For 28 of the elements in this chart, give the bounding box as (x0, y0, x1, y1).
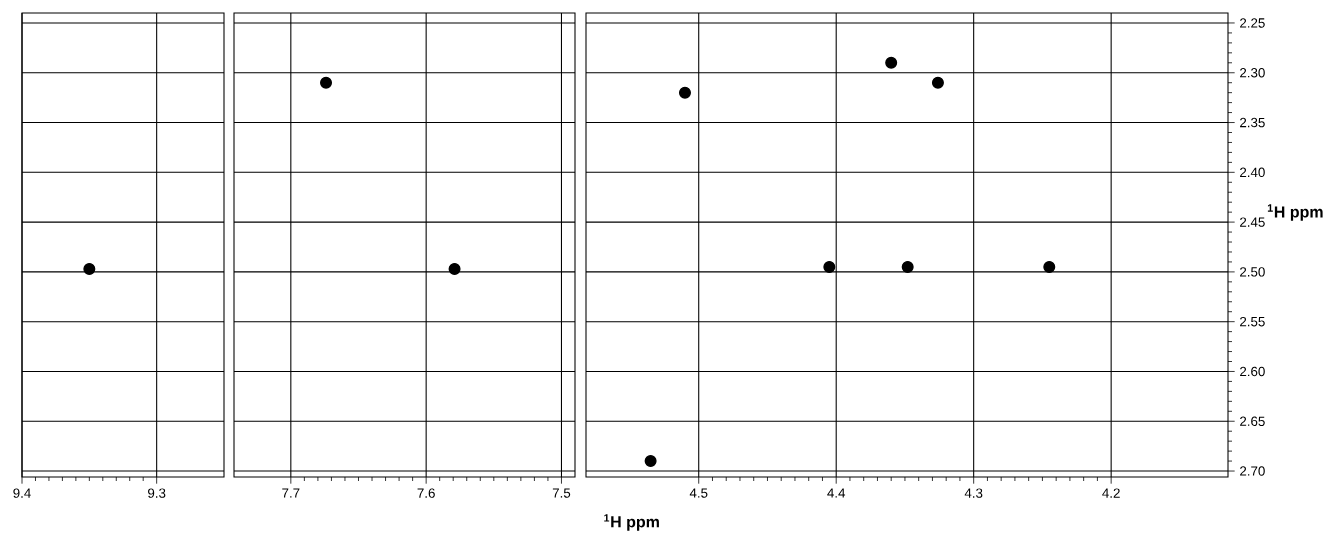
x-tick-label: 4.5 (689, 488, 708, 498)
y-tick-label: 2.45 (1240, 217, 1265, 227)
point (678, 86, 691, 99)
y-tick-label: 2.40 (1240, 167, 1265, 178)
y-axis-title: $^{1}$H ppm (1267, 204, 1323, 221)
point (885, 56, 898, 69)
point (644, 455, 657, 468)
x-tick-label: 7.7 (282, 488, 300, 498)
x-tick-label: 7.5 (552, 488, 571, 498)
y-tick-label: 2.50 (1240, 267, 1265, 277)
y-tick-label: 2.55 (1240, 316, 1265, 327)
x-tick-label: 4.4 (827, 488, 846, 498)
y-tick-label: 2.25 (1240, 18, 1265, 28)
point (823, 260, 836, 273)
x-tick-label: 9.4 (13, 488, 31, 498)
y-tick-label: 2.65 (1240, 416, 1265, 426)
y-tick-label: 2.60 (1240, 366, 1265, 377)
point (1043, 260, 1056, 273)
y-tick-label: 2.35 (1240, 117, 1265, 128)
x-tick-label: 9.3 (148, 488, 166, 498)
x-axis-title: $^{1}$H ppm (604, 514, 659, 531)
point (901, 260, 914, 273)
y-tick-label: 2.70 (1240, 466, 1265, 476)
x-tick-label: 4.2 (1102, 488, 1120, 498)
point (931, 76, 944, 89)
y-tick-label: 2.30 (1240, 68, 1265, 78)
x-tick-label: 7.6 (417, 488, 435, 498)
x-tick-label: 4.3 (964, 488, 983, 498)
